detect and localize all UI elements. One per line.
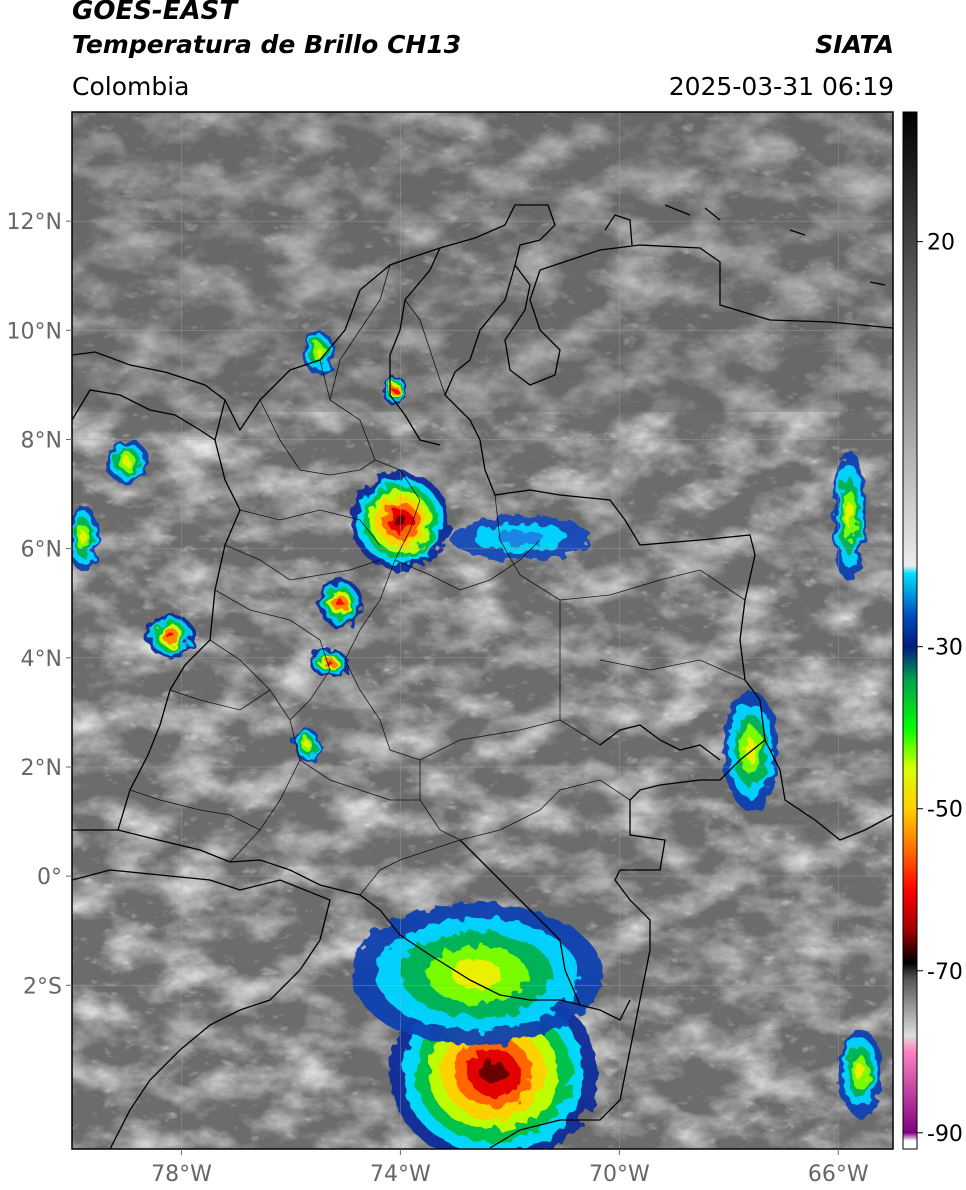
department-borders [129, 264, 746, 896]
convective-cell-14 [293, 728, 322, 762]
convective-cell-10 [723, 690, 779, 811]
convective-cell-8 [104, 439, 149, 484]
longitude-labels: 78°W 74°W 70°W 66°W [151, 1149, 869, 1187]
lon-label-1: 74°W [370, 1162, 431, 1187]
lat-label-4: 4°N [21, 647, 62, 672]
lon-label-3: 66°W [808, 1162, 869, 1187]
convective-cell-3 [318, 578, 363, 628]
datetime-label: 2025-03-31 06:19 [668, 72, 894, 101]
source-label: SIATA [815, 30, 894, 59]
region-label: Colombia [72, 72, 190, 101]
convective-cell-6 [381, 376, 409, 404]
lat-label-3: 6°N [21, 538, 62, 563]
lat-label-0: 12°N [7, 210, 62, 235]
product-title: Temperatura de Brillo CH13 [72, 30, 462, 59]
convective-cell-11 [838, 1028, 883, 1117]
lat-label-5: 2°N [21, 756, 62, 781]
latitude-labels: 12°N 10°N 8°N 6°N 4°N 2°N 0° 2°S [7, 210, 72, 999]
colorbar-label-2: -50 [927, 798, 963, 823]
satellite-title: GOES-EAST [72, 0, 238, 26]
lat-label-7: 2°S [23, 974, 62, 999]
country-borders [72, 204, 893, 1149]
colorbar-frame [902, 111, 918, 1150]
satellite-imagery [72, 112, 893, 1149]
colorbar-label-1: -30 [927, 636, 963, 661]
convective-cell-4 [310, 649, 349, 677]
colorbar-label-0: 20 [927, 231, 955, 256]
convective-cell-13 [832, 450, 866, 582]
gridlines [72, 112, 893, 1149]
lon-label-2: 70°W [589, 1162, 650, 1187]
convective-cell-7 [145, 614, 196, 658]
lon-label-0: 78°W [151, 1162, 212, 1187]
convective-cell-9 [72, 504, 100, 571]
convective-cell-12 [449, 515, 592, 560]
lat-label-6: 0° [37, 865, 62, 890]
map-frame [71, 111, 894, 1150]
lat-label-2: 8°N [21, 428, 62, 453]
convective-cell-5 [301, 330, 335, 374]
colorbar-ticks: 20 -30 -50 -70 -90 [917, 231, 963, 1147]
convective-cell-1 [351, 903, 603, 1046]
colorbar-label-4: -90 [927, 1122, 963, 1147]
colorbar [903, 112, 917, 1149]
colorbar-label-3: -70 [927, 960, 963, 985]
lat-label-1: 10°N [7, 319, 62, 344]
